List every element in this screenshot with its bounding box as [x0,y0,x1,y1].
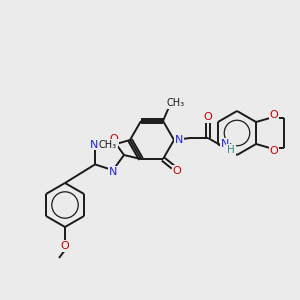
Text: O: O [270,146,278,156]
Text: CH₃: CH₃ [99,140,117,150]
Text: H: H [227,145,235,155]
Text: N: N [221,139,229,149]
Text: O: O [61,241,69,251]
Text: O: O [110,134,118,144]
Text: CH₃: CH₃ [167,98,185,108]
Text: N: N [109,167,117,177]
Text: N: N [175,135,183,145]
Text: O: O [270,110,278,120]
Text: O: O [204,112,212,122]
Text: N: N [90,140,98,150]
Text: O: O [172,166,182,176]
